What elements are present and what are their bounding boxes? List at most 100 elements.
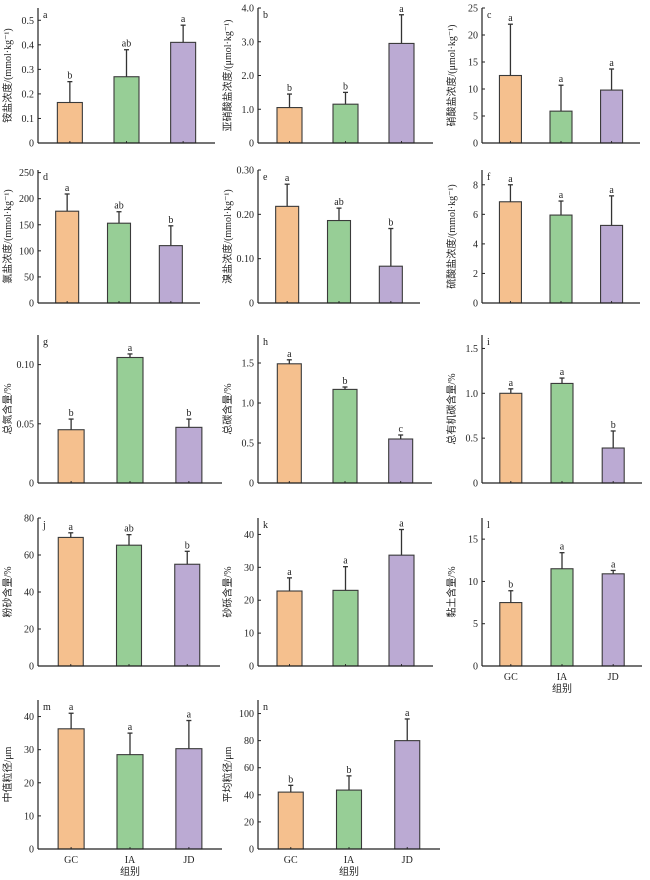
panel-letter: c	[487, 10, 492, 21]
panel-letter: k	[263, 520, 268, 531]
significance-label: a	[560, 367, 565, 378]
significance-label: b	[388, 218, 393, 229]
bar-IA	[550, 568, 574, 667]
y-tick-label: 0	[249, 139, 254, 150]
significance-label: a	[508, 13, 513, 24]
y-tick-label: 80	[244, 736, 254, 747]
panel-m: a GC a IA a JD 0 10 20 30 40 m 中值粒径/μm 组别	[1, 700, 222, 878]
significance-label: b	[611, 420, 616, 431]
significance-label: a	[559, 190, 564, 201]
y-axis-label: 砂砾含量/%	[221, 566, 234, 617]
y-tick-label: 0.5	[22, 16, 35, 27]
y-tick-label: 0.5	[242, 439, 255, 450]
y-tick-label: 0.1	[22, 114, 35, 125]
panel-d: a ab b 0 50 100 150 200 250 d 氯盐浓度/(mmol·kg⁻¹)	[1, 168, 200, 310]
significance-label: b	[67, 71, 72, 82]
significance-label: a	[508, 174, 513, 185]
panel-j: a ab b 0 20 40 60 80 j 粉砂含量/%	[1, 514, 220, 673]
panel-letter: m	[43, 702, 51, 713]
y-tick-label: 0	[473, 299, 478, 310]
significance-label: a	[609, 185, 614, 196]
y-tick-label: 0	[29, 139, 34, 150]
panel-k: a a a 0 10 20 30 40 k 砂砾含量/%	[221, 518, 433, 673]
y-tick-label: 20	[24, 625, 34, 636]
significance-label: b	[69, 408, 74, 419]
y-tick-label: 60	[244, 763, 254, 774]
bar-JD	[378, 265, 403, 304]
y-axis-label: 平均粒径/μm	[221, 746, 234, 802]
bar-JD	[174, 563, 201, 667]
y-axis-label: 硫酸盐浓度/(mmol·kg⁻¹)	[445, 184, 458, 288]
significance-label: b	[508, 580, 513, 591]
y-axis-label: 粉砂含量/%	[1, 566, 14, 617]
y-tick-label: 5	[473, 112, 478, 123]
significance-label: a	[287, 567, 292, 578]
y-tick-label: 20	[244, 596, 254, 607]
significance-label: b	[168, 215, 173, 226]
y-tick-label: 3.0	[242, 37, 255, 48]
bar-IA	[332, 589, 359, 667]
y-tick-label: 0	[29, 845, 34, 856]
y-axis-label: 硝酸盐浓度/(μmol·kg⁻¹)	[445, 25, 458, 127]
y-tick-label: 0	[29, 662, 34, 673]
bar-IA	[549, 110, 573, 144]
y-tick-label: 4	[473, 239, 478, 250]
bar-JD	[388, 438, 414, 484]
y-tick-label: 8	[473, 180, 478, 191]
significance-label: b	[347, 765, 352, 776]
panel-n: b GC b IA a JD 0 20 40 60 80 100 n 平均粒径/μm 组别	[221, 700, 440, 878]
y-axis-label: 铵盐浓度/(mmol·kg⁻¹)	[1, 28, 14, 122]
significance-label: c	[398, 424, 403, 435]
y-tick-label: 0.30	[237, 166, 255, 177]
significance-label: a	[69, 522, 74, 533]
y-tick-label: 0.4	[22, 40, 35, 51]
x-tick-label: IA	[125, 855, 136, 866]
y-tick-label: 25	[468, 4, 478, 15]
significance-label: ab	[334, 197, 343, 208]
y-tick-label: 100	[19, 246, 34, 257]
bar-JD	[388, 42, 415, 144]
y-tick-label: 10	[468, 577, 478, 588]
significance-label: b	[343, 376, 348, 387]
y-tick-label: 1.5	[466, 344, 479, 355]
significance-label: a	[285, 173, 290, 184]
y-tick-label: 10	[468, 85, 478, 96]
significance-label: a	[128, 343, 133, 354]
y-tick-label: 0.10	[237, 254, 255, 265]
y-tick-label: 60	[24, 551, 34, 562]
y-tick-label: 0.05	[17, 419, 35, 430]
significance-label: a	[69, 702, 74, 713]
x-axis-label: 组别	[339, 865, 359, 878]
panel-letter: d	[43, 172, 48, 183]
y-tick-label: 100	[239, 709, 254, 720]
bar-IA	[113, 76, 140, 144]
bar-IA	[326, 219, 352, 304]
significance-label: a	[611, 559, 616, 570]
panel-letter: b	[263, 10, 268, 21]
bar-GC	[275, 205, 300, 304]
panel-letter: e	[263, 172, 268, 183]
significance-label: a	[559, 74, 564, 85]
y-tick-label: 0	[249, 479, 254, 490]
panel-letter: i	[487, 337, 490, 348]
panel-b: b b a 0 1.0 2.0 3.0 4.0 b 亚硝酸盐浓度/(μmol·kg⁻¹)	[221, 4, 433, 150]
panel-a: b ab a 0 0.1 0.2 0.3 0.4 0.5 a 铵盐浓度/(mmol·kg⁻¹)	[1, 8, 215, 150]
significance-label: a	[399, 519, 404, 530]
significance-label: a	[343, 556, 348, 567]
y-tick-label: 0	[249, 662, 254, 673]
bar-JD	[601, 573, 625, 667]
y-tick-label: 1.0	[242, 399, 255, 410]
x-axis-label: 组别	[552, 682, 572, 695]
y-tick-label: 10	[244, 629, 254, 640]
significance-label: ab	[124, 524, 133, 535]
y-axis-label: 总有机碳含量/%	[445, 373, 458, 444]
y-tick-label: 50	[24, 272, 34, 283]
y-axis-label: 亚硝酸盐浓度/(μmol·kg⁻¹)	[221, 20, 234, 132]
panel-letter: l	[487, 520, 490, 531]
panel-l: b GC a IA a JD 0 5 10 15 l 黏土含量/% 组别	[445, 518, 642, 695]
bar-JD	[175, 426, 203, 484]
bar-GC	[56, 101, 83, 144]
y-tick-label: 200	[19, 194, 34, 205]
y-tick-label: 20	[244, 817, 254, 828]
